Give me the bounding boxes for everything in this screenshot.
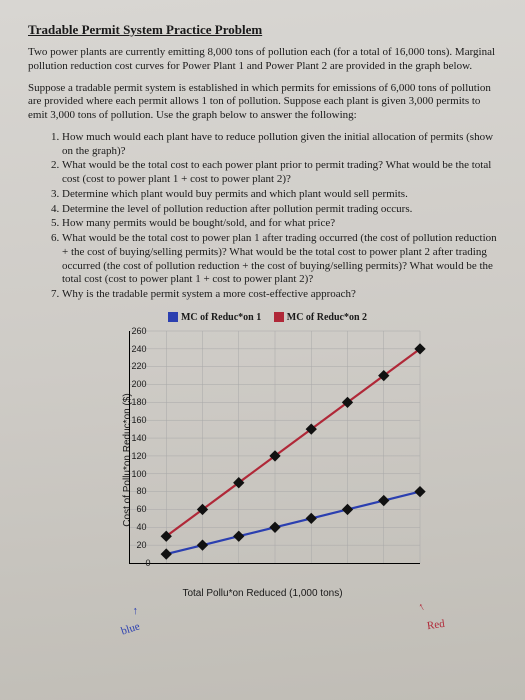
- x-axis-label: Total Pollu*on Reduced (1,000 tons): [83, 588, 443, 599]
- page-title: Tradable Permit System Practice Problem: [28, 22, 497, 38]
- y-tick-label: 140: [107, 433, 147, 443]
- question-item: How much would each plant have to reduce…: [62, 131, 497, 159]
- y-tick-label: 60: [107, 504, 147, 514]
- arrow-annotation-blue: ↑: [133, 605, 139, 617]
- arrow-annotation-red: ↑: [416, 600, 427, 613]
- y-tick-label: 40: [107, 522, 147, 532]
- legend-swatch-2: [274, 312, 284, 322]
- legend-label-1: MC of Reduc*on 1: [181, 312, 261, 323]
- y-tick-label: 0: [111, 558, 151, 568]
- blue-annotation: blue: [119, 620, 141, 637]
- y-tick-label: 260: [107, 326, 147, 336]
- y-tick-label: 20: [107, 540, 147, 550]
- chart-legend: MC of Reduc*on 1 MC of Reduc*on 2: [28, 312, 497, 323]
- question-item: How many permits would be bought/sold, a…: [62, 217, 497, 231]
- legend-swatch-1: [168, 312, 178, 322]
- question-item: Determine which plant would buy permits …: [62, 188, 497, 202]
- y-tick-label: 100: [107, 469, 147, 479]
- y-tick-label: 120: [107, 451, 147, 461]
- y-tick-label: 160: [107, 415, 147, 425]
- question-list: How much would each plant have to reduce…: [28, 131, 497, 302]
- y-tick-label: 80: [107, 486, 147, 496]
- y-tick-label: 240: [107, 344, 147, 354]
- red-annotation: Red: [426, 618, 445, 632]
- y-tick-label: 220: [107, 361, 147, 371]
- y-tick-label: 200: [107, 379, 147, 389]
- question-item: Why is the tradable permit system a more…: [62, 288, 497, 302]
- legend-label-2: MC of Reduc*on 2: [287, 312, 367, 323]
- plot-area: [129, 331, 420, 564]
- chart: Cost of Pollu*on Reduc*on ($) 2040608010…: [83, 325, 443, 595]
- question-item: What would be the total cost to power pl…: [62, 232, 497, 287]
- intro-para-2: Suppose a tradable permit system is esta…: [28, 82, 497, 123]
- question-item: What would be the total cost to each pow…: [62, 159, 497, 187]
- question-item: Determine the level of pollution reducti…: [62, 203, 497, 217]
- y-tick-label: 180: [107, 397, 147, 407]
- intro-para-1: Two power plants are currently emitting …: [28, 46, 497, 74]
